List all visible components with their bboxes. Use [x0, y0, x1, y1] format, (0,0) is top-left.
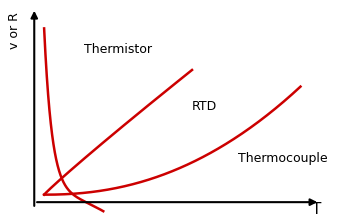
Text: Thermocouple: Thermocouple: [238, 152, 328, 165]
Text: T: T: [312, 202, 322, 217]
Text: RTD: RTD: [192, 100, 217, 113]
Text: Thermistor: Thermistor: [83, 43, 152, 56]
Text: v or R: v or R: [8, 12, 21, 49]
